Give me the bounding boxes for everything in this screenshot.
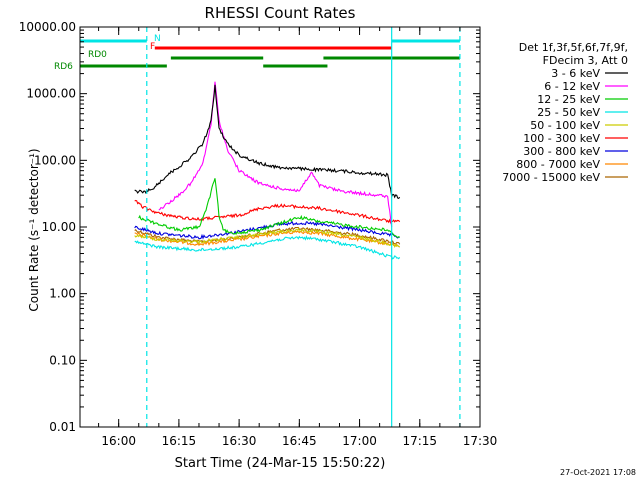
- x-tick-label: 17:15: [402, 434, 437, 448]
- legend-label: 6 - 12 keV: [544, 80, 600, 93]
- legend-label: 300 - 800 keV: [523, 145, 600, 158]
- y-tick-label: 100.00: [34, 153, 76, 167]
- legend-label: 25 - 50 keV: [537, 106, 600, 119]
- x-tick-label: 16:00: [101, 434, 136, 448]
- x-tick-label: 16:45: [282, 434, 317, 448]
- legend-label: 50 - 100 keV: [530, 119, 600, 132]
- series-line-100-300-kev: [134, 199, 401, 224]
- series-line-50-100-kev: [134, 227, 400, 249]
- x-axis-label: Start Time (24-Mar-15 15:50:22): [175, 456, 386, 471]
- legend-label: 7000 - 15000 keV: [502, 171, 600, 184]
- y-axis-label: Count Rate (s⁻¹ detector⁻¹): [27, 148, 41, 311]
- legend: Det 1f,3f,5f,6f,7f,9f,FDecim 3, Att 03 -…: [502, 41, 628, 184]
- y-tick-label: 1.00: [49, 287, 76, 301]
- flag-label-rd6: RD6: [54, 62, 73, 72]
- x-tick-label: 17:00: [342, 434, 377, 448]
- series-line-12-25-kev: [138, 178, 400, 239]
- x-tick-label: 17:30: [463, 434, 498, 448]
- series-line-3-6-kev: [134, 84, 401, 200]
- series-lines: [134, 81, 401, 260]
- y-tick-label: 10.00: [42, 220, 76, 234]
- legend-label: 12 - 25 keV: [537, 93, 600, 106]
- legend-header-line: FDecim 3, Att 0: [543, 54, 628, 67]
- x-tick-label: 16:15: [162, 434, 197, 448]
- series-line-7000-15000-kev: [134, 226, 401, 245]
- legend-label: 800 - 7000 keV: [516, 158, 600, 171]
- x-tick-label: 16:30: [222, 434, 257, 448]
- axes: 0.01 0.10 1.00 10.00 100.00 1000.00 10000.00 16…: [19, 20, 498, 448]
- flag-label-f: F: [150, 42, 155, 52]
- flag-label-n: N: [154, 34, 161, 44]
- time-markers: [146, 27, 461, 427]
- y-tick-label: 10000.00: [19, 20, 76, 34]
- y-tick-label: 0.10: [49, 353, 76, 367]
- y-tick-label: 0.01: [49, 420, 76, 434]
- series-line-6-12-kev: [158, 81, 393, 228]
- flag-label-rd0: RD0: [88, 50, 107, 60]
- legend-label: 3 - 6 keV: [551, 67, 600, 80]
- series-line-25-50-kev: [134, 235, 401, 260]
- generation-timestamp: 27-Oct-2021 17:08: [560, 468, 636, 477]
- chart-title: RHESSI Count Rates: [205, 4, 356, 22]
- y-tick-label: 1000.00: [26, 87, 76, 101]
- legend-label: 100 - 300 keV: [523, 132, 600, 145]
- plot-frame: [79, 26, 481, 428]
- instrument-flags: NF RD0 RD6: [54, 34, 460, 72]
- legend-header-line: Det 1f,3f,5f,6f,7f,9f,: [519, 41, 628, 54]
